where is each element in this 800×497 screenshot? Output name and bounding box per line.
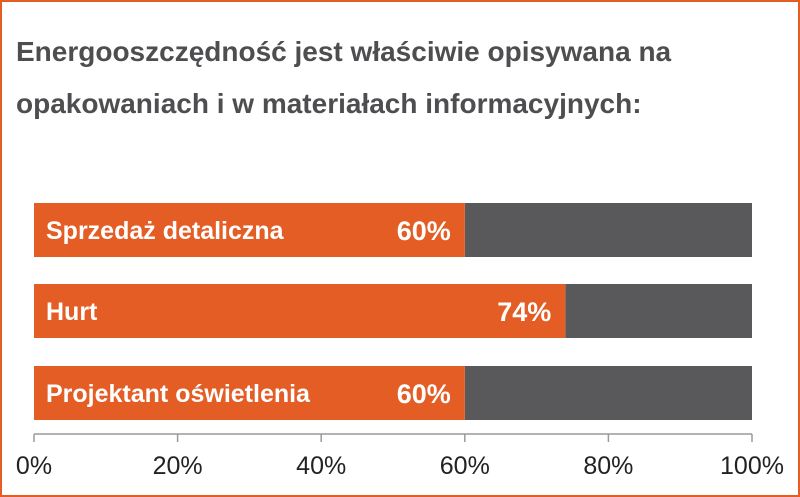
data-label: 74% <box>497 297 551 327</box>
x-tick-label: 100% <box>720 452 784 480</box>
bar-remainder <box>565 284 752 338</box>
data-label: 60% <box>397 379 451 409</box>
x-tick-label: 0% <box>16 452 52 480</box>
x-tick-label: 20% <box>153 452 203 480</box>
bar <box>34 203 465 257</box>
chart-title: Energooszczędność jest właściwie opisywa… <box>16 36 672 119</box>
data-label: 60% <box>397 216 451 246</box>
x-tick-label: 40% <box>296 452 346 480</box>
bar-remainder <box>464 203 752 257</box>
category-label: Hurt <box>46 298 98 326</box>
bar-remainder <box>464 366 752 420</box>
x-tick-label: 80% <box>583 452 633 480</box>
bar <box>34 284 566 338</box>
category-label: Sprzedaż detaliczna <box>46 217 285 245</box>
bar <box>34 366 465 420</box>
category-label: Projektant oświetlenia <box>46 380 311 408</box>
x-tick-label: 60% <box>440 452 490 480</box>
